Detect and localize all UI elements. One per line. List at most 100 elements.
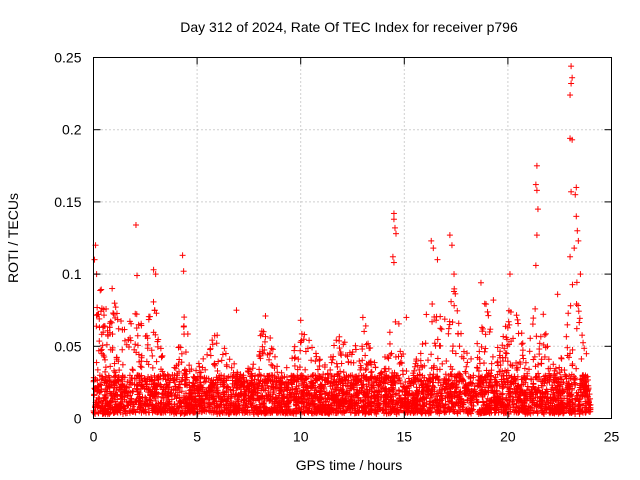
data-point xyxy=(176,368,183,375)
data-point xyxy=(209,337,216,344)
data-point xyxy=(530,380,537,387)
data-point xyxy=(350,381,357,388)
data-point xyxy=(256,401,263,408)
data-point xyxy=(532,181,539,188)
data-point xyxy=(145,361,152,368)
data-point xyxy=(179,252,186,259)
data-point xyxy=(286,406,293,413)
data-point xyxy=(97,287,104,294)
data-point xyxy=(192,398,199,405)
data-point xyxy=(197,374,204,381)
data-point xyxy=(524,383,531,390)
data-point xyxy=(182,371,189,378)
data-point xyxy=(484,308,491,315)
data-point xyxy=(224,374,231,381)
data-point xyxy=(421,403,428,410)
data-point xyxy=(178,378,185,385)
data-point xyxy=(172,365,179,372)
data-point xyxy=(173,395,180,402)
data-point xyxy=(186,405,193,412)
data-point xyxy=(235,405,242,412)
data-point xyxy=(504,358,511,365)
data-point xyxy=(505,410,512,417)
data-point xyxy=(549,398,556,405)
data-point xyxy=(110,367,117,374)
data-point xyxy=(446,406,453,413)
data-point xyxy=(230,409,237,416)
data-point xyxy=(112,304,119,311)
data-point xyxy=(445,398,452,405)
data-point xyxy=(389,253,396,260)
data-point xyxy=(349,404,356,411)
data-point xyxy=(160,375,167,382)
data-point xyxy=(252,372,259,379)
data-point xyxy=(256,348,263,355)
data-point xyxy=(257,404,264,411)
data-point xyxy=(514,404,521,411)
data-point xyxy=(222,397,229,404)
data-point xyxy=(309,344,316,351)
data-point xyxy=(535,361,542,368)
data-point xyxy=(362,322,369,329)
data-point xyxy=(170,387,177,394)
data-point xyxy=(210,380,217,387)
data-point xyxy=(214,367,221,374)
data-point xyxy=(404,399,411,406)
data-point xyxy=(423,395,430,402)
x-tick-labels: 0 5 10 15 20 25 xyxy=(90,429,620,445)
data-point xyxy=(456,392,463,399)
data-point xyxy=(297,339,304,346)
data-point xyxy=(571,245,578,252)
data-point xyxy=(241,382,248,389)
data-point xyxy=(298,395,305,402)
data-point xyxy=(334,384,341,391)
data-point xyxy=(265,409,272,416)
data-point xyxy=(312,409,319,416)
data-point xyxy=(297,347,304,354)
data-point xyxy=(112,369,119,376)
data-point xyxy=(376,381,383,388)
data-point xyxy=(315,372,322,379)
data-point xyxy=(308,357,315,364)
data-point xyxy=(102,364,109,371)
data-point xyxy=(328,389,335,396)
data-point xyxy=(182,402,189,409)
data-point xyxy=(358,377,365,384)
data-point xyxy=(505,372,512,379)
data-point xyxy=(217,398,224,405)
data-point xyxy=(93,397,100,404)
data-point xyxy=(119,346,126,353)
data-point xyxy=(534,403,541,410)
data-point xyxy=(356,358,363,365)
data-point xyxy=(278,369,285,376)
data-point xyxy=(133,325,140,332)
data-point xyxy=(479,325,486,332)
data-point xyxy=(91,256,98,263)
axis-ticks xyxy=(93,57,612,419)
data-point xyxy=(515,382,522,389)
data-point xyxy=(112,314,119,321)
data-point xyxy=(423,383,430,390)
data-point xyxy=(568,381,575,388)
data-point xyxy=(455,330,462,337)
data-point xyxy=(97,308,104,315)
data-point xyxy=(425,375,432,382)
data-point xyxy=(477,279,484,286)
data-point xyxy=(99,405,106,412)
data-point xyxy=(558,379,565,386)
data-point xyxy=(147,397,154,404)
data-point xyxy=(332,379,339,386)
data-point xyxy=(558,355,565,362)
data-point xyxy=(390,397,397,404)
data-point xyxy=(154,409,161,416)
data-point xyxy=(485,312,492,319)
data-point xyxy=(214,384,221,391)
data-point xyxy=(388,350,395,357)
data-point xyxy=(578,386,585,393)
data-point xyxy=(165,389,172,396)
data-point xyxy=(246,366,253,373)
data-point xyxy=(310,372,317,379)
data-point xyxy=(363,341,370,348)
data-point xyxy=(395,320,402,327)
data-point xyxy=(154,343,161,350)
